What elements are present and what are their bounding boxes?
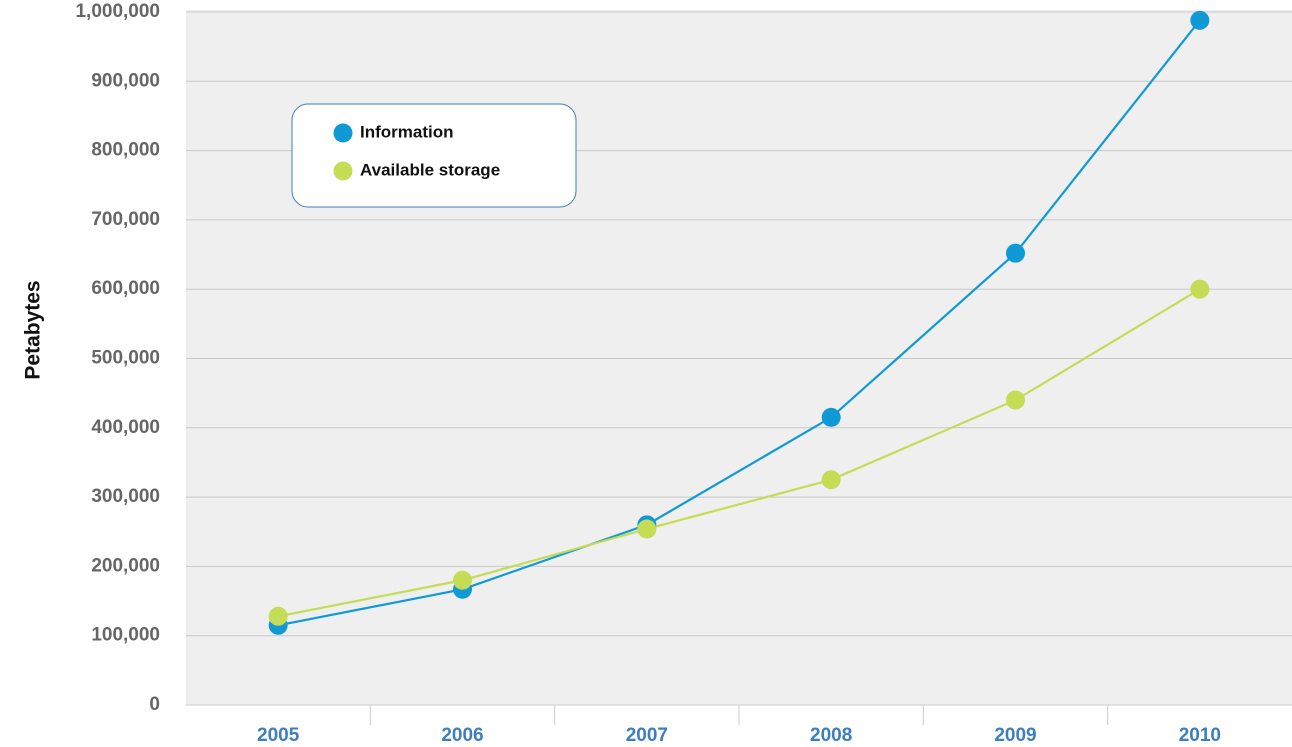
data-point xyxy=(268,606,288,626)
x-tick-label: 2008 xyxy=(810,725,852,746)
data-point xyxy=(453,570,472,590)
x-tick-label: 2007 xyxy=(626,725,668,746)
y-tick-label: 200,000 xyxy=(91,555,160,576)
x-tick-label: 2010 xyxy=(1179,725,1221,746)
y-tick-label: 400,000 xyxy=(91,417,160,438)
x-tick-label: 2005 xyxy=(257,725,300,746)
y-tick-label: 300,000 xyxy=(91,486,160,507)
data-point xyxy=(1190,279,1210,299)
data-point xyxy=(1006,390,1025,410)
legend-box xyxy=(291,103,577,208)
y-tick-label: 800,000 xyxy=(91,140,160,161)
y-tick-label: 900,000 xyxy=(91,70,160,91)
series-line xyxy=(277,288,1201,618)
legend-marker xyxy=(333,123,353,143)
data-point xyxy=(1006,243,1025,263)
x-tick-label: 2006 xyxy=(441,725,483,746)
legend-marker xyxy=(333,161,353,181)
legend-label: Information xyxy=(360,122,454,141)
y-axis-title: Petabytes xyxy=(22,280,45,379)
data-point xyxy=(637,519,657,539)
legend-label: Available storage xyxy=(360,160,500,179)
y-tick-label: 0 xyxy=(149,694,160,715)
y-tick-label: 1,000,000 xyxy=(75,1,160,22)
y-tick-label: 600,000 xyxy=(91,278,160,299)
series-line xyxy=(277,19,1201,627)
x-tick-label: 2009 xyxy=(994,725,1036,746)
data-point xyxy=(821,407,841,427)
y-tick-label: 700,000 xyxy=(91,209,160,230)
data-point xyxy=(1190,10,1210,30)
y-tick-label: 100,000 xyxy=(91,625,160,646)
data-point xyxy=(821,470,841,490)
y-tick-label: 500,000 xyxy=(91,348,160,369)
